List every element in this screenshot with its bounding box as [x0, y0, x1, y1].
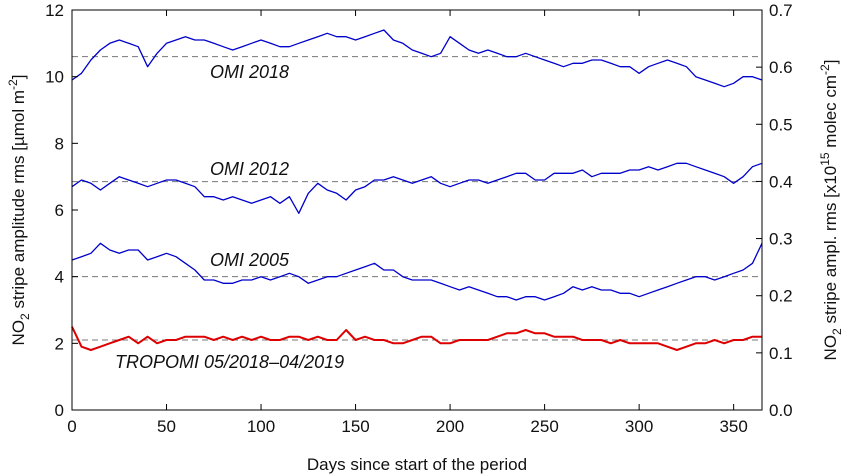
y-right-label-sub: 2 — [830, 328, 844, 335]
y-left-tick-label: 6 — [55, 201, 64, 220]
axis-ticks: 0 50 100 150 200 250 300 350 0 2 4 6 8 10 12 0.0 0.1 0.2 0… — [45, 1, 793, 436]
y-left-tick-label: 10 — [45, 68, 64, 87]
y-right-label-rest2: molec cm — [821, 75, 840, 152]
x-axis-title: Days since start of the period — [307, 455, 527, 474]
y-left-label-sup: -2 — [6, 79, 20, 90]
y-right-label-sup2: -2 — [818, 64, 832, 75]
y-right-tick-label: 0.1 — [769, 344, 793, 363]
x-tick-label: 150 — [341, 417, 369, 436]
y-axis-title-left: NO2 stripe amplitude rms [µmol m-2] — [6, 75, 32, 346]
y-left-label-end: ] — [9, 75, 28, 80]
x-tick-label: 200 — [436, 417, 464, 436]
x-tick-label: 0 — [67, 417, 76, 436]
y-right-label-sup: 15 — [818, 152, 832, 166]
series-annotation: TROPOMI 05/2018–04/2019 — [115, 352, 344, 372]
y-left-tick-label: 4 — [55, 268, 64, 287]
y-right-tick-label: 0.4 — [769, 172, 793, 191]
y-right-tick-label: 0.0 — [769, 401, 793, 420]
y-left-label-main: NO — [9, 320, 28, 346]
series-annotation: OMI 2012 — [210, 159, 289, 179]
y-left-tick-label: 8 — [55, 134, 64, 153]
y-axis-title-right: NO2 stripe ampl. rms [x1015 molec cm-2] — [818, 60, 844, 361]
y-left-label-rest: stripe amplitude rms [µmol m — [9, 90, 28, 313]
y-right-label-end: ] — [821, 60, 840, 65]
y-left-tick-label: 12 — [45, 1, 64, 20]
series-annotation: OMI 2005 — [210, 250, 290, 270]
series-line — [71, 242, 763, 301]
y-right-tick-label: 0.7 — [769, 1, 793, 20]
y-right-tick-label: 0.2 — [769, 287, 793, 306]
plot-frame — [71, 9, 763, 411]
series-lines — [71, 29, 763, 351]
series-line — [71, 29, 763, 88]
x-tick-label: 300 — [625, 417, 653, 436]
series-annotation: OMI 2018 — [210, 62, 289, 82]
y-left-tick-label: 0 — [55, 401, 64, 420]
y-left-tick-label: 2 — [55, 334, 64, 353]
series-annotations: OMI 2018 OMI 2012 OMI 2005 TROPOMI 05/2018–… — [115, 62, 344, 372]
y-left-label-sub: 2 — [18, 313, 32, 320]
y-right-label-rest: stripe ampl. rms [x10 — [821, 166, 840, 329]
series-line — [71, 326, 762, 351]
series-line — [71, 162, 763, 214]
y-right-label-main: NO — [821, 335, 840, 361]
y-right-tick-label: 0.3 — [769, 230, 793, 249]
x-tick-label: 100 — [247, 417, 275, 436]
x-tick-label: 50 — [157, 417, 176, 436]
x-tick-label: 250 — [530, 417, 558, 436]
y-right-tick-label: 0.5 — [769, 115, 793, 134]
y-right-tick-label: 0.6 — [769, 58, 793, 77]
x-tick-label: 350 — [719, 417, 747, 436]
mean-reference-lines — [72, 56, 762, 341]
